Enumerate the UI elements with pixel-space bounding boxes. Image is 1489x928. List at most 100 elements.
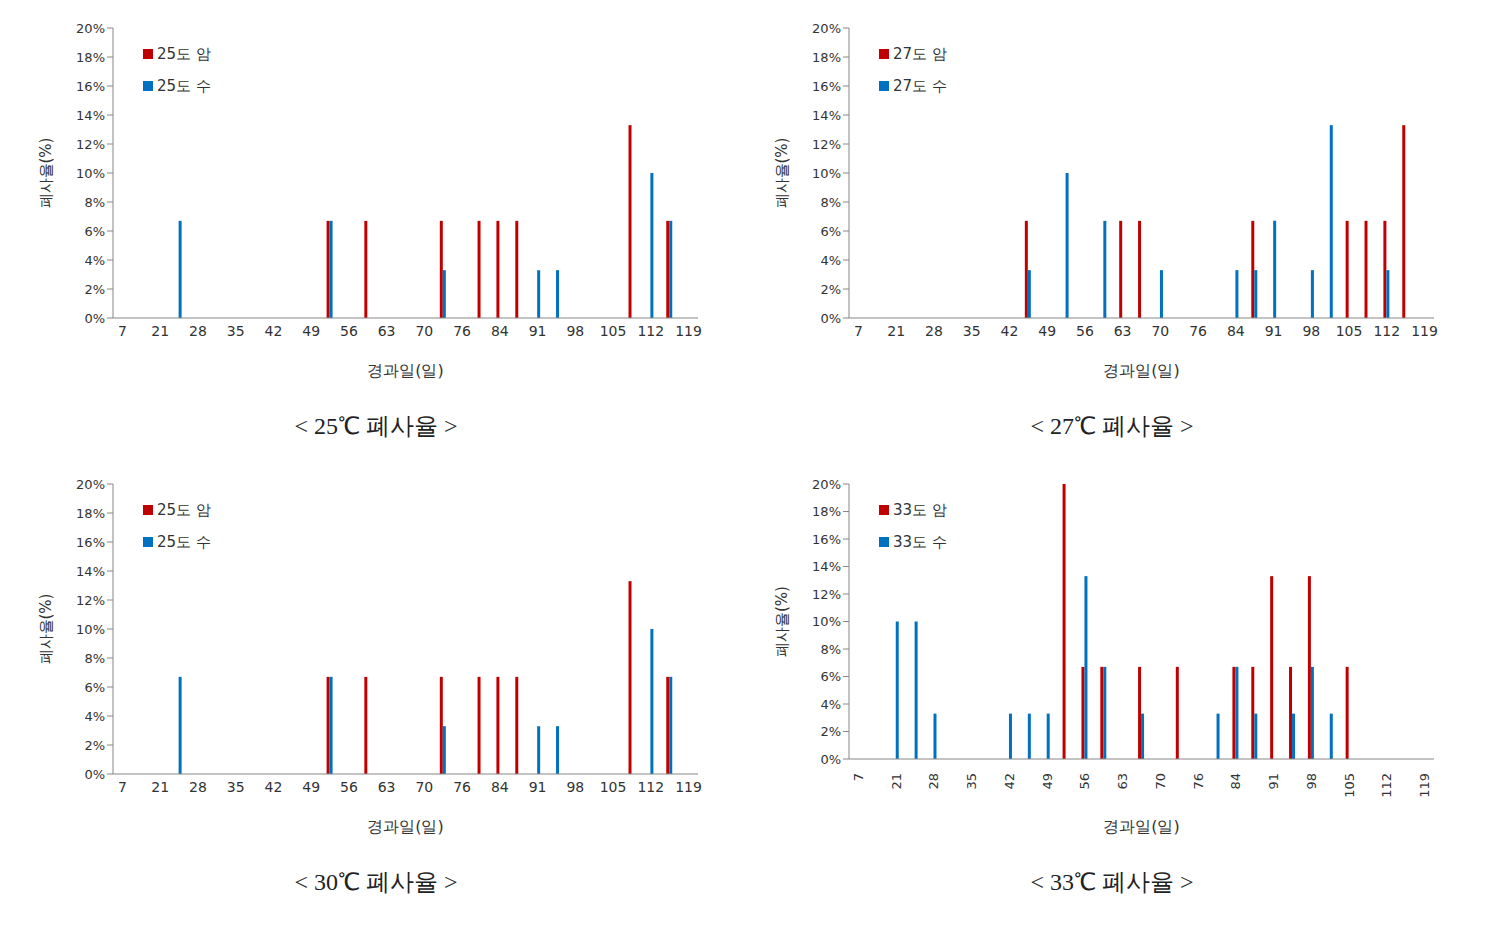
svg-text:경과일(일): 경과일(일) [367, 361, 443, 380]
svg-text:98: 98 [1304, 773, 1319, 790]
svg-text:0%: 0% [820, 752, 841, 767]
svg-text:10%: 10% [812, 166, 841, 181]
svg-text:76: 76 [1191, 773, 1206, 790]
svg-text:35: 35 [227, 323, 245, 339]
svg-text:7: 7 [854, 323, 863, 339]
svg-text:12%: 12% [76, 137, 105, 152]
svg-text:16%: 16% [812, 79, 841, 94]
svg-text:49: 49 [302, 779, 320, 795]
svg-text:2%: 2% [84, 738, 105, 753]
svg-text:76: 76 [1189, 323, 1207, 339]
svg-text:폐사율(%): 폐사율(%) [773, 138, 791, 209]
svg-text:35: 35 [227, 779, 245, 795]
svg-text:98: 98 [566, 323, 584, 339]
svg-text:56: 56 [1076, 323, 1094, 339]
svg-text:14%: 14% [76, 564, 105, 579]
svg-text:18%: 18% [812, 50, 841, 65]
svg-text:35: 35 [963, 323, 981, 339]
svg-text:16%: 16% [76, 79, 105, 94]
svg-text:56: 56 [340, 779, 358, 795]
svg-text:10%: 10% [812, 614, 841, 629]
svg-text:91: 91 [1266, 773, 1281, 790]
svg-text:76: 76 [453, 779, 471, 795]
svg-text:21: 21 [887, 323, 905, 339]
svg-text:70: 70 [415, 779, 433, 795]
svg-text:12%: 12% [76, 593, 105, 608]
svg-text:6%: 6% [820, 669, 841, 684]
svg-text:2%: 2% [820, 724, 841, 739]
svg-text:42: 42 [1000, 323, 1018, 339]
svg-text:28: 28 [925, 323, 943, 339]
svg-text:14%: 14% [812, 108, 841, 123]
svg-text:70: 70 [1153, 773, 1168, 790]
svg-text:105: 105 [1342, 773, 1357, 798]
svg-text:18%: 18% [76, 506, 105, 521]
svg-text:2%: 2% [84, 282, 105, 297]
svg-text:8%: 8% [84, 651, 105, 666]
svg-text:84: 84 [1228, 773, 1243, 790]
svg-text:폐사율(%): 폐사율(%) [37, 594, 55, 665]
svg-text:6%: 6% [84, 224, 105, 239]
svg-text:91: 91 [529, 779, 547, 795]
svg-text:8%: 8% [84, 195, 105, 210]
svg-text:경과일(일): 경과일(일) [367, 817, 443, 836]
svg-text:경과일(일): 경과일(일) [1103, 817, 1179, 836]
svg-text:8%: 8% [820, 642, 841, 657]
svg-text:56: 56 [340, 323, 358, 339]
svg-text:18%: 18% [812, 504, 841, 519]
svg-text:119: 119 [1417, 773, 1432, 798]
svg-text:84: 84 [491, 779, 509, 795]
svg-text:폐사율(%): 폐사율(%) [37, 138, 55, 209]
svg-text:10%: 10% [76, 622, 105, 637]
svg-text:7: 7 [851, 773, 866, 781]
svg-text:28: 28 [189, 323, 207, 339]
svg-text:119: 119 [675, 323, 702, 339]
svg-text:4%: 4% [84, 709, 105, 724]
svg-text:70: 70 [415, 323, 433, 339]
svg-text:63: 63 [1115, 773, 1130, 790]
svg-text:20%: 20% [76, 21, 105, 36]
svg-text:49: 49 [1040, 773, 1055, 790]
svg-text:14%: 14% [76, 108, 105, 123]
svg-text:105: 105 [600, 323, 627, 339]
svg-text:4%: 4% [820, 253, 841, 268]
svg-text:119: 119 [1411, 323, 1438, 339]
svg-text:119: 119 [675, 779, 702, 795]
svg-text:4%: 4% [820, 697, 841, 712]
svg-text:28: 28 [926, 773, 941, 790]
svg-text:84: 84 [491, 323, 509, 339]
svg-text:76: 76 [453, 323, 471, 339]
svg-text:84: 84 [1227, 323, 1245, 339]
svg-text:6%: 6% [820, 224, 841, 239]
svg-text:35: 35 [964, 773, 979, 790]
svg-text:7: 7 [118, 323, 127, 339]
svg-text:98: 98 [566, 779, 584, 795]
svg-text:20%: 20% [812, 477, 841, 492]
svg-text:18%: 18% [76, 50, 105, 65]
svg-text:4%: 4% [84, 253, 105, 268]
svg-text:2%: 2% [820, 282, 841, 297]
svg-text:63: 63 [378, 779, 396, 795]
svg-text:0%: 0% [84, 767, 105, 782]
svg-text:42: 42 [264, 779, 282, 795]
svg-text:56: 56 [1077, 773, 1092, 790]
svg-text:20%: 20% [812, 21, 841, 36]
svg-text:28: 28 [189, 779, 207, 795]
svg-text:63: 63 [1114, 323, 1132, 339]
svg-text:42: 42 [264, 323, 282, 339]
svg-text:112: 112 [637, 323, 664, 339]
svg-text:12%: 12% [812, 587, 841, 602]
svg-text:91: 91 [1265, 323, 1283, 339]
svg-text:105: 105 [600, 779, 627, 795]
svg-text:21: 21 [151, 779, 169, 795]
svg-text:70: 70 [1151, 323, 1169, 339]
svg-text:0%: 0% [820, 311, 841, 326]
svg-text:16%: 16% [76, 535, 105, 550]
svg-text:12%: 12% [812, 137, 841, 152]
svg-text:21: 21 [889, 773, 904, 790]
svg-text:16%: 16% [812, 532, 841, 547]
svg-text:91: 91 [529, 323, 547, 339]
svg-text:7: 7 [118, 779, 127, 795]
svg-text:14%: 14% [812, 559, 841, 574]
svg-text:8%: 8% [820, 195, 841, 210]
